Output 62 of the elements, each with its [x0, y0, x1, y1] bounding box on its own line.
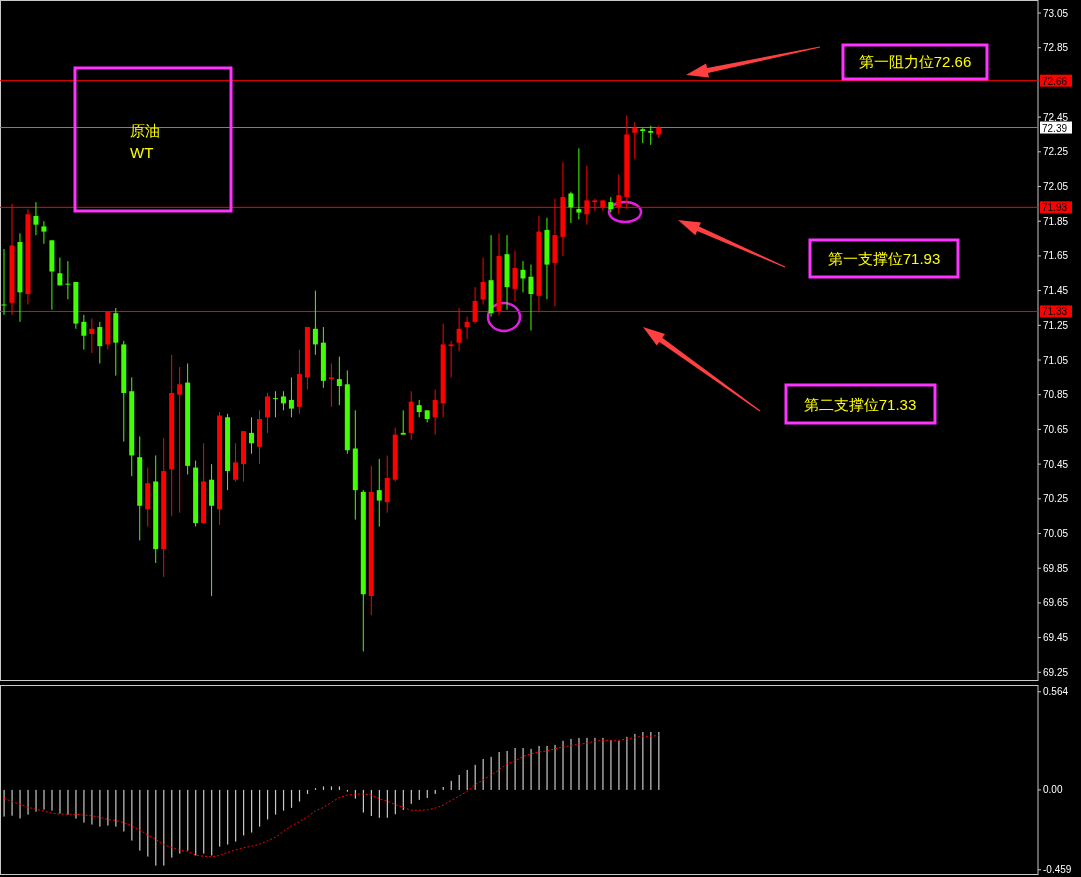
candlestick [520, 260, 526, 293]
y-tick-label: 73.05 [1043, 7, 1069, 19]
candlestick [400, 409, 406, 436]
y-tick-label: 71.45 [1043, 285, 1069, 297]
y-tick-label: 69.85 [1043, 562, 1069, 574]
y-tick-label: 70.45 [1043, 458, 1069, 470]
candlestick [448, 340, 454, 378]
candlestick [528, 264, 534, 332]
candlestick [81, 314, 87, 351]
candlestick [632, 121, 638, 160]
candlestick [432, 389, 438, 436]
y-tick-label: -0.459 [1043, 864, 1072, 876]
y-tick-label: 71.85 [1043, 215, 1069, 227]
y-tick-label: 69.25 [1043, 666, 1069, 678]
y-tick-label: 71.65 [1043, 250, 1069, 262]
ref-line-label: 72.39 [1042, 122, 1068, 134]
y-tick-label: 69.45 [1043, 632, 1069, 644]
candlestick [288, 376, 294, 418]
candlestick [272, 390, 278, 418]
candlestick [41, 220, 47, 245]
annotation: 第一阻力位72.66 [858, 53, 972, 70]
y-tick-label: 72.85 [1043, 42, 1069, 54]
y-tick-label: 72.25 [1043, 146, 1069, 158]
y-tick-label: 70.65 [1043, 423, 1069, 435]
candlestick [512, 250, 518, 302]
y-tick-label: 71.05 [1043, 354, 1069, 366]
candlestick [177, 366, 183, 514]
candlestick [33, 201, 39, 236]
candlestick [89, 317, 95, 354]
line-series [3, 734, 660, 858]
ref-line-label: 71.93 [1042, 202, 1068, 214]
candlestick [65, 260, 71, 300]
candlestick [480, 257, 486, 305]
candlestick [576, 147, 582, 220]
candlestick [312, 290, 318, 356]
candlestick [280, 390, 286, 411]
y-tick-label: 70.25 [1043, 493, 1069, 505]
y-tick-label: 0.00 [1043, 784, 1063, 796]
annotation: 第一支撑位71.93 [827, 250, 941, 267]
y-tick-label: 70.05 [1043, 528, 1069, 540]
candlestick [1, 248, 7, 316]
candlestick [464, 316, 470, 340]
ref-line-label: 72.66 [1042, 75, 1068, 87]
y-tick-label: 72.05 [1043, 181, 1069, 193]
y-tick-label: 70.85 [1043, 389, 1069, 401]
y-tick-label: 72.45 [1043, 111, 1069, 123]
y-tick-label: 71.25 [1043, 319, 1069, 331]
y-tick-label: 0.564 [1043, 686, 1069, 698]
candlestick [568, 191, 574, 224]
candlestick [233, 442, 239, 482]
y-tick-label: 69.65 [1043, 597, 1069, 609]
candlestick [336, 356, 342, 406]
annotation: 原油 WT [130, 122, 160, 161]
candlestick [328, 362, 334, 408]
candlestick [264, 392, 270, 434]
ref-line-label: 71.33 [1042, 306, 1068, 318]
annotation: 第二支撑位71.33 [803, 396, 917, 413]
candlestick [249, 416, 255, 455]
candlestick [97, 321, 103, 364]
candlestick [376, 458, 382, 528]
candlestick [57, 257, 63, 286]
candlestick [648, 125, 654, 146]
